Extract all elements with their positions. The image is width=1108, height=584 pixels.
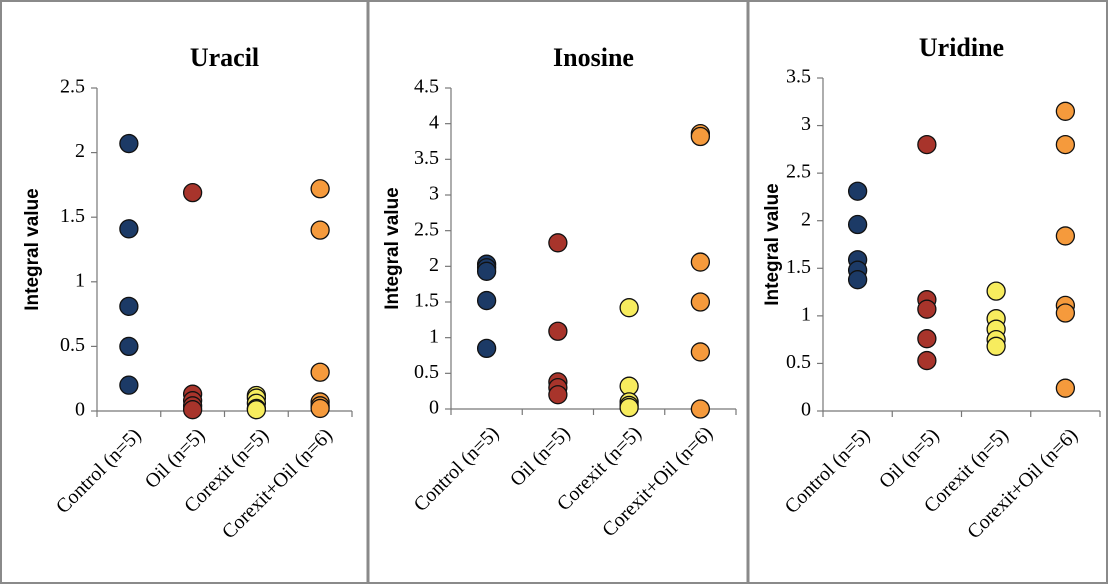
- data-point: [119, 336, 139, 357]
- data-point: [182, 400, 203, 420]
- data-point: [119, 219, 139, 239]
- data-point: [1055, 101, 1076, 121]
- y-tick-label: 2: [75, 140, 85, 162]
- data-point: [917, 299, 937, 319]
- y-tick-label: 0.5: [414, 361, 439, 383]
- data-point: [310, 362, 330, 382]
- panel-title: Uracil: [190, 43, 259, 72]
- data-point: [1055, 378, 1076, 398]
- y-tick-label: 0: [429, 397, 439, 419]
- data-point: [847, 270, 868, 290]
- data-point: [246, 400, 267, 420]
- y-tick-label: 3: [429, 183, 439, 205]
- x-tick-label: Control (n=5): [781, 424, 875, 518]
- x-tick-label: Control (n=5): [52, 424, 146, 518]
- data-point: [119, 375, 139, 395]
- data-point: [310, 398, 330, 419]
- x-tick-label: Control (n=5): [410, 422, 504, 516]
- y-axis-label: Integral value: [382, 187, 403, 310]
- data-point: [1055, 303, 1076, 323]
- data-point: [847, 181, 868, 201]
- data-point: [548, 385, 568, 405]
- data-point: [182, 183, 203, 203]
- y-tick-label: 3.5: [414, 147, 439, 169]
- data-point: [986, 281, 1006, 301]
- data-point: [476, 338, 497, 359]
- panel-title: Inosine: [553, 43, 634, 72]
- data-point: [690, 252, 711, 272]
- y-tick-label: 2.5: [60, 76, 85, 98]
- data-point: [119, 296, 139, 316]
- data-point: [917, 350, 937, 371]
- data-point: [476, 290, 497, 311]
- data-point: [476, 261, 497, 281]
- y-tick-label: 0.5: [60, 334, 85, 356]
- data-point: [548, 233, 568, 253]
- data-point: [310, 179, 330, 199]
- data-point: [619, 298, 639, 318]
- y-tick-label: 4.5: [414, 76, 439, 98]
- y-tick-label: 2.5: [414, 218, 439, 240]
- data-point: [690, 399, 711, 419]
- data-point: [986, 336, 1006, 356]
- x-tick-label: Oil (n=5): [506, 422, 575, 491]
- data-point: [1055, 134, 1076, 155]
- data-point: [310, 220, 330, 240]
- y-tick-label: 4: [429, 111, 439, 133]
- y-tick-label: 3.5: [786, 66, 811, 88]
- y-tick-label: 0: [801, 399, 811, 421]
- y-tick-label: 1: [75, 269, 85, 291]
- y-axis-label: Integral value: [22, 188, 43, 311]
- y-tick-label: 0: [75, 399, 85, 421]
- y-tick-label: 1.5: [786, 256, 811, 278]
- y-tick-label: 0.5: [786, 351, 811, 373]
- y-tick-label: 1.5: [60, 205, 85, 227]
- data-point: [690, 292, 711, 312]
- data-point: [619, 397, 639, 418]
- data-point: [1055, 226, 1076, 246]
- data-point: [119, 133, 139, 154]
- data-point: [690, 342, 711, 362]
- y-tick-label: 2.5: [786, 161, 811, 183]
- y-tick-label: 1: [429, 325, 439, 347]
- data-point: [917, 134, 937, 155]
- y-axis-label: Integral value: [762, 183, 783, 306]
- y-tick-label: 1.5: [414, 290, 439, 312]
- y-tick-label: 2: [429, 254, 439, 276]
- x-tick-label: Oil (n=5): [875, 424, 944, 493]
- data-point: [690, 126, 711, 147]
- y-tick-label: 1: [801, 303, 811, 325]
- y-tick-label: 2: [801, 208, 811, 230]
- data-point: [548, 321, 568, 341]
- data-point: [847, 214, 868, 235]
- x-tick-label: Corexit+Oil (n=6): [218, 424, 337, 543]
- y-tick-label: 3: [801, 113, 811, 135]
- data-point: [917, 329, 937, 349]
- panel-title: Uridine: [919, 33, 1004, 62]
